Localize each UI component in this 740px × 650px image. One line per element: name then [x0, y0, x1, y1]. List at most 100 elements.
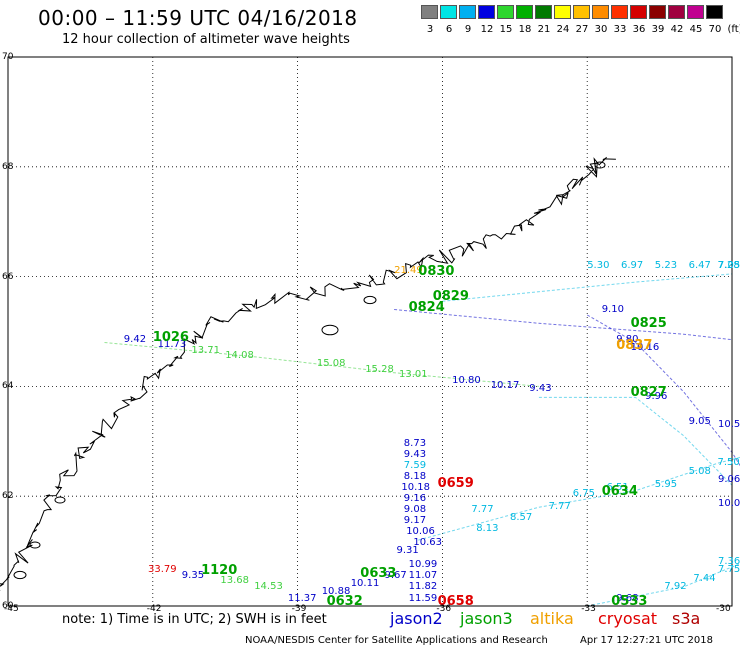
island-outline	[54, 496, 66, 504]
track-time-label: 0659	[437, 475, 474, 491]
wave-height-label: 15.28	[365, 363, 394, 375]
latitude-tick-label: 64	[2, 381, 14, 392]
island-outline	[321, 324, 339, 336]
wave-height-label: 33.79	[148, 564, 177, 576]
wave-height-label: 11.82	[408, 580, 438, 592]
wave-height-label: 9.16	[403, 492, 427, 504]
legend-jason3: jason3	[460, 609, 513, 628]
scale-swatch	[706, 5, 723, 19]
track-time-label: 0658	[437, 593, 474, 609]
wave-height-label: 10.63	[413, 536, 443, 548]
wave-height-label: 11.73	[157, 339, 187, 351]
satellite-tracks	[104, 273, 740, 607]
timestamp-footer: Apr 17 12:27:21 UTC 2018	[580, 635, 713, 646]
latitude-tick-label: 70	[2, 52, 14, 62]
wave-height-label: 9.35	[181, 569, 205, 581]
wave-height-label: 9.05	[688, 416, 711, 428]
wave-height-label: 7.05	[718, 259, 740, 271]
satellite-track-line	[394, 309, 733, 341]
latitude-tick-label: 66	[2, 271, 14, 282]
wave-height-label: 5.08	[688, 465, 711, 477]
wave-height-label: 15.08	[316, 358, 346, 370]
latitude-tick-label: 68	[2, 161, 14, 172]
track-time-label: 1120	[201, 563, 238, 579]
scale-swatch	[535, 5, 552, 19]
wave-height-label: 7.50	[717, 457, 740, 469]
scale-label: 3	[426, 24, 434, 35]
scale-swatch	[611, 5, 628, 19]
scale-label: 9	[464, 24, 472, 35]
scale-swatch	[630, 5, 647, 19]
legend-cryosat: cryosat	[598, 609, 658, 628]
longitude-tick-label: -36	[436, 604, 452, 614]
longitude-tick-label: -42	[146, 604, 162, 614]
satellite-track-line	[586, 314, 740, 467]
legend-altika: altika	[530, 609, 574, 628]
credit-footer: NOAA/NESDIS Center for Satellite Applica…	[245, 635, 548, 646]
wave-height-label: 9.08	[403, 503, 427, 515]
scale-unit: (ft)	[727, 24, 740, 35]
wave-height-label: 7.75	[718, 564, 740, 576]
longitude-tick-label: -30	[716, 604, 731, 614]
wave-height-label: 7.36	[718, 556, 740, 568]
wave-height-label: 10.99	[408, 558, 438, 570]
wave-height-label: 7.44	[693, 572, 716, 584]
wave-height-label: 6.47	[688, 259, 711, 271]
map-frame	[7, 56, 733, 607]
satellite-track-line	[587, 563, 740, 607]
wave-height-label: 10.11	[350, 578, 380, 589]
wave-height-label: 10.80	[452, 374, 481, 386]
wave-height-label: 21.49	[394, 265, 423, 277]
map-canvas	[0, 56, 740, 607]
track-time-label: 0830	[418, 264, 455, 280]
wave-height-label: 9.43	[403, 449, 427, 460]
wave-height-label: 10.17	[490, 380, 520, 392]
wave-height-label: 14.08	[225, 350, 254, 362]
longitude-tick-label: -39	[291, 604, 307, 614]
wave-height-label: 10.59	[718, 418, 740, 430]
scale-swatch	[516, 5, 533, 19]
scale-label: 36	[632, 24, 646, 35]
wave-height-label: 9.10	[601, 303, 624, 315]
scale-label: 12	[480, 24, 494, 35]
island-outline	[363, 295, 377, 305]
note-text: note: 1) Time is in UTC; 2) SWH is in fe…	[62, 612, 327, 627]
scale-label: 33	[613, 24, 627, 35]
legend-s3a: s3a	[672, 609, 701, 628]
wave-height-label: 7.92	[664, 580, 687, 592]
wave-height-label: 9.17	[403, 514, 427, 526]
track-time-label: 0632	[326, 593, 363, 609]
wave-height-label: 8.18	[403, 471, 427, 482]
scale-swatch	[478, 5, 495, 19]
wave-height-label: 13.01	[399, 369, 428, 381]
scale-swatch	[440, 5, 457, 19]
wave-height-label: 8.13	[476, 523, 499, 535]
scale-label: 39	[651, 24, 665, 35]
wave-height-label: 11.37	[287, 593, 317, 605]
longitude-tick-label: -33	[581, 604, 596, 614]
wave-height-label: 7.77	[548, 501, 571, 513]
track-time-label: 0829	[432, 288, 469, 304]
wave-height-label: 10.18	[401, 482, 431, 493]
wave-height-label: 9.06	[718, 473, 740, 485]
track-time-label: 0634	[601, 483, 638, 499]
wave-height-label: 8.57	[510, 512, 533, 524]
scale-label: 70	[708, 24, 722, 35]
scale-swatch	[573, 5, 590, 19]
wave-height-label: 8.73	[403, 438, 427, 449]
wave-height-label: 9.80	[616, 333, 639, 345]
satellite-track-line	[418, 456, 740, 541]
wave-height-label: 10.16	[630, 342, 660, 353]
scale-label: 21	[537, 24, 551, 35]
wave-height-label: 9.96	[645, 391, 668, 403]
wave-height-label: 5.23	[654, 259, 678, 271]
scale-label: 42	[670, 24, 684, 35]
wave-height-label: 11.07	[408, 569, 438, 581]
wave-height-label: 9.31	[396, 545, 419, 557]
track-time-label: 1026	[152, 330, 189, 345]
scale-swatch	[554, 5, 571, 19]
wave-height-label: 10.08	[718, 498, 740, 510]
wave-height-label: 13.68	[220, 575, 250, 587]
wave-height-label: 5.95	[654, 479, 678, 491]
track-time-label: 0633	[360, 566, 397, 582]
